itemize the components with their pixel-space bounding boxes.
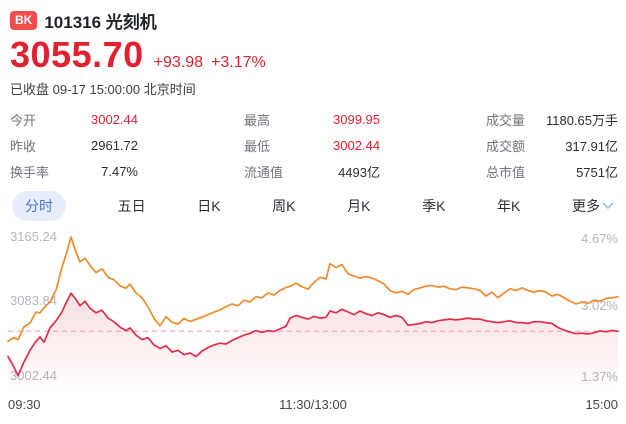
- sector-code-name: 101316 光刻机: [44, 13, 157, 32]
- stat-value: 3099.95: [333, 111, 380, 127]
- y-tick-right-mid: 3.02%: [581, 298, 618, 313]
- index-price-fill: [8, 293, 618, 391]
- sector-badge: BK: [10, 11, 38, 30]
- tab-5day[interactable]: 五日: [117, 198, 146, 214]
- stat-row-volume: 成交量 1180.65万手: [486, 106, 618, 132]
- stat-row-open: 今开 3002.44: [10, 106, 138, 132]
- stat-value: 4493亿: [338, 164, 380, 180]
- index-price-line: [7, 292, 619, 377]
- stat-row-float-cap: 流通值 4493亿: [244, 158, 380, 184]
- y-tick-right-max: 4.67%: [581, 231, 618, 246]
- tab-more-label: 更多: [571, 198, 600, 214]
- stat-label: 成交量: [486, 112, 526, 128]
- stat-value: 2961.72: [91, 137, 138, 153]
- intraday-chart-area[interactable]: 3165.24 3083.84 3002.44 4.67% 3.02% 1.37…: [0, 225, 626, 424]
- latest-price: 3055.70: [10, 34, 144, 75]
- stat-value: 3002.44: [91, 111, 138, 127]
- stat-label: 流通值: [244, 164, 284, 180]
- intraday-chart-svg: [7, 236, 619, 391]
- stat-value: 7.47%: [101, 163, 138, 179]
- chevron-down-icon: [602, 202, 614, 210]
- tab-daily-k[interactable]: 日K: [197, 198, 221, 214]
- stat-label: 今开: [10, 112, 37, 128]
- stat-label: 昨收: [10, 138, 37, 154]
- stats-grid: 今开 3002.44 昨收 2961.72 换手率 7.47% 最高 3099.…: [0, 98, 626, 184]
- tab-more[interactable]: 更多: [572, 196, 614, 216]
- x-axis-label-close: 15:00: [585, 397, 618, 412]
- period-tabs-bar: 分时 五日 日K 周K 月K 季K 年K 更多: [0, 189, 626, 223]
- title-row: BK 101316 光刻机: [10, 8, 616, 33]
- y-tick-left-mid: 3083.84: [10, 293, 57, 308]
- stats-column-3: 成交量 1180.65万手 成交额 317.91亿 总市值 5751亿: [486, 106, 618, 184]
- stats-column-2: 最高 3099.95 最低 3002.44 流通值 4493亿: [244, 106, 380, 184]
- y-tick-left-min: 3002.44: [10, 368, 57, 383]
- stat-row-high: 最高 3099.95: [244, 106, 380, 132]
- stat-label: 换手率: [10, 164, 50, 180]
- tab-minute[interactable]: 分时: [12, 191, 66, 221]
- stat-value: 5751亿: [576, 164, 618, 180]
- tab-weekly-k[interactable]: 周K: [272, 198, 296, 214]
- stat-row-amount: 成交额 317.91亿: [486, 132, 618, 158]
- index-change-pct-line: [7, 236, 619, 343]
- stat-label: 最高: [244, 112, 271, 128]
- stat-value: 3002.44: [333, 137, 380, 153]
- price-change: +93.98: [153, 54, 204, 71]
- stat-row-turnover-rate: 换手率 7.47%: [10, 158, 138, 184]
- x-axis-label-open: 09:30: [8, 397, 41, 412]
- price-row: 3055.70 +93.98 +3.17%: [10, 37, 616, 73]
- stat-row-prev-close: 昨收 2961.72: [10, 132, 138, 158]
- tab-yearly-k[interactable]: 年K: [497, 198, 521, 214]
- stat-row-low: 最低 3002.44: [244, 132, 380, 158]
- y-tick-left-max: 3165.24: [10, 229, 57, 244]
- tab-monthly-k[interactable]: 月K: [347, 198, 371, 214]
- y-tick-right-min: 1.37%: [581, 369, 618, 384]
- x-axis-label-noon: 11:30/13:00: [279, 397, 347, 412]
- stat-label: 最低: [244, 138, 271, 154]
- stat-label: 总市值: [486, 164, 526, 180]
- tab-quarterly-k[interactable]: 季K: [422, 198, 446, 214]
- stat-value: 317.91亿: [565, 138, 618, 154]
- price-change-percent: +3.17%: [211, 54, 266, 71]
- quote-header: BK 101316 光刻机 3055.70 +93.98 +3.17% 已收盘 …: [0, 0, 626, 98]
- stat-value: 1180.65万手: [545, 112, 618, 128]
- stat-row-market-cap: 总市值 5751亿: [486, 158, 618, 184]
- market-status: 已收盘 09-17 15:00:00 北京时间: [10, 82, 196, 97]
- stat-label: 成交额: [486, 138, 526, 154]
- stats-column-1: 今开 3002.44 昨收 2961.72 换手率 7.47%: [10, 106, 138, 184]
